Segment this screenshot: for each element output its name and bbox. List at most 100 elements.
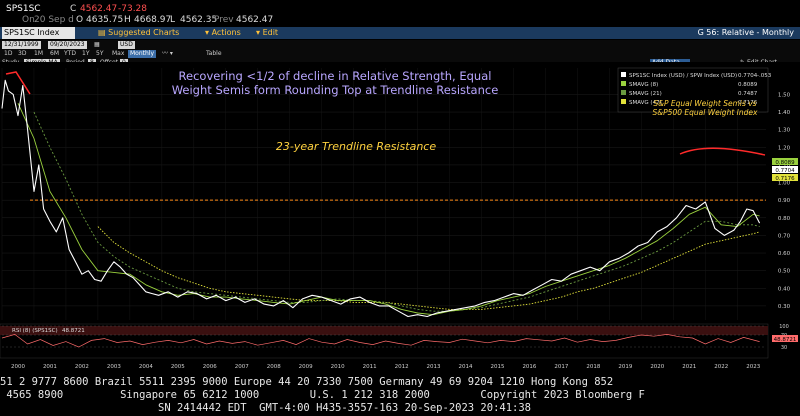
initial-peak-arc [5,71,31,95]
ticker-symbol[interactable]: SPS1SC [6,4,41,14]
comparison-label-line-2: S&P500 Equal Weight Index [653,108,758,117]
ticker-line-1: 51 2 9777 8600 Brazil 5511 2395 9000 Eur… [0,376,614,388]
footer-ticker: 51 2 9777 8600 Brazil 5511 2395 9000 Eur… [0,376,800,416]
change-value: -73.28 [118,4,148,14]
period-button-6m[interactable]: 6M [50,50,59,57]
rsi-value: 48.8721 [62,328,85,334]
x-tick-label: 2000 [11,364,25,370]
x-axis: 2000 2001 2002 2003 2004 2005 2006 2007 2008 2009… [11,364,761,370]
period-button-1m[interactable]: 1M [34,50,43,57]
y-tick-label: 1.50 [778,92,791,98]
y-tick-label: 0.30 [778,304,791,310]
series-sma8-line [17,103,760,316]
legend-value-sma21: 0.7487 [738,91,758,97]
chart-title-line-2: Weight Semis form Rounding Top at Trendl… [172,83,499,97]
x-tick-label: 2018 [586,364,600,370]
x-tick-label: 2005 [171,364,185,370]
start-date-field[interactable]: 12/31/1999 [2,41,41,49]
x-tick-label: 2021 [682,364,696,370]
edit-button[interactable]: ▾ Edit [256,28,279,37]
x-tick-label: 2013 [427,364,441,370]
x-tick-label: 2011 [363,364,377,370]
y-tick-label: 0.40 [778,286,791,292]
legend-swatch-sma47 [621,99,626,104]
y-tick-label: 1.40 [778,110,791,116]
x-tick-label: 2015 [490,364,504,370]
page-label: G 56: Relative - Monthly [697,28,794,37]
legend-box: SPS1SC Index (USD) / SPW Index (USD) 0.7… [617,67,772,113]
period-button-ytd[interactable]: YTD [64,50,76,57]
line-type-icon[interactable]: 〰 ▾ [162,50,173,57]
x-tick-label: 2002 [75,364,89,370]
period-button-max[interactable]: Max [112,50,125,57]
actions-icon: ▾ [205,28,212,37]
calendar-icon[interactable]: ▦ [94,41,100,48]
rsi-overbought-zone [0,326,768,335]
last-value-sma47: 0.7176 [775,176,795,182]
legend-label-sma21: SMAVG (21) [629,91,662,97]
x-tick-label: 2003 [107,364,121,370]
legend-value-ratio: 0.7704 [738,73,758,79]
close-label: C [70,4,77,14]
frequency-select[interactable]: Monthly [128,50,157,58]
x-tick-label: 2020 [650,364,664,370]
x-tick-label: 2010 [331,364,345,370]
ticker-line-2: 4565 8900 Singapore 65 6212 1000 U.S. 1 … [0,389,645,401]
x-tick-label: 2006 [203,364,217,370]
period-button-5y[interactable]: 5Y [96,50,104,57]
high-label: H [124,15,131,25]
x-tick-label: 2004 [139,364,153,370]
rsi-line [1,334,760,348]
legend-swatch-ratio [621,72,626,77]
last-value-sma8: 0.8089 [775,160,795,166]
series-sma21-line [33,111,760,312]
rsi-tick-label: 30 [781,345,787,351]
y-tick-label: 0.90 [778,198,791,204]
y-tick-label: 1.10 [778,163,791,169]
x-tick-label: 2016 [522,364,536,370]
quote-date: 20 Sep d [34,15,74,25]
x-tick-label: 2023 [746,364,760,370]
last-value-tags: 0.8089 0.7704 0.7176 [772,158,798,182]
resistance-annotation: 23-year Trendline Resistance [276,140,436,153]
close-value: 4562.47 [80,4,118,14]
high-value: 4668.97 [134,15,172,25]
y-tick-label: 1.20 [778,145,791,151]
security-field[interactable]: SPS1SC Index [2,27,76,39]
currency-field[interactable]: USD [118,41,135,49]
table-button[interactable]: Table [206,50,222,57]
end-date-field[interactable]: 09/20/2023 [48,41,87,49]
actions-button[interactable]: ▾ Actions [205,28,241,37]
x-tick-label: 2009 [299,364,313,370]
x-tick-label: 2008 [267,364,281,370]
legend-label-ratio: SPS1SC Index (USD) / SPW Index (USD) [629,73,737,79]
prev-label: Prev [214,15,234,25]
open-value: 4635.75 [86,15,124,25]
y-tick-label: 0.80 [778,216,791,222]
period-button-1y[interactable]: 1Y [82,50,90,57]
rsi-label: RSI (8) (SPS1SC) [12,328,58,334]
y-tick-label: 0.70 [778,233,791,239]
last-value-ratio: 0.7704 [775,168,795,174]
series-ratio-line [1,79,761,318]
quote-bar: SPS1SC C 4562.47 -73.28 On 20 Sep d O 46… [0,0,800,26]
menu-bar: SPS1SC Index ▤ Suggested Charts ▾ Action… [0,27,800,39]
period-button-3d[interactable]: 3D [18,50,27,57]
prev-value: 4562.47 [236,15,274,25]
open-label: O [76,15,84,25]
x-tick-label: 2007 [235,364,249,370]
y-tick-label: 0.50 [778,269,791,275]
x-tick-label: 2017 [554,364,568,370]
x-tick-label: 2001 [43,364,57,370]
chart-icon: ▤ [98,28,109,37]
legend-swatch-sma8 [621,81,626,86]
legend-change-ratio: -.053 [757,73,772,79]
ticker-line-3: SN 2414442 EDT GMT-4:00 H435-3557-163 20… [0,402,532,414]
suggested-charts-button[interactable]: ▤ Suggested Charts [98,28,180,37]
period-button-1d[interactable]: 1D [4,50,13,57]
y-tick-label: 1.00 [778,181,791,187]
low-label: L [170,15,176,25]
on-label: On [22,15,35,25]
legend-label-sma8: SMAVG (8) [629,82,658,88]
legend-label-sma47: SMAVG (47) [629,100,662,106]
